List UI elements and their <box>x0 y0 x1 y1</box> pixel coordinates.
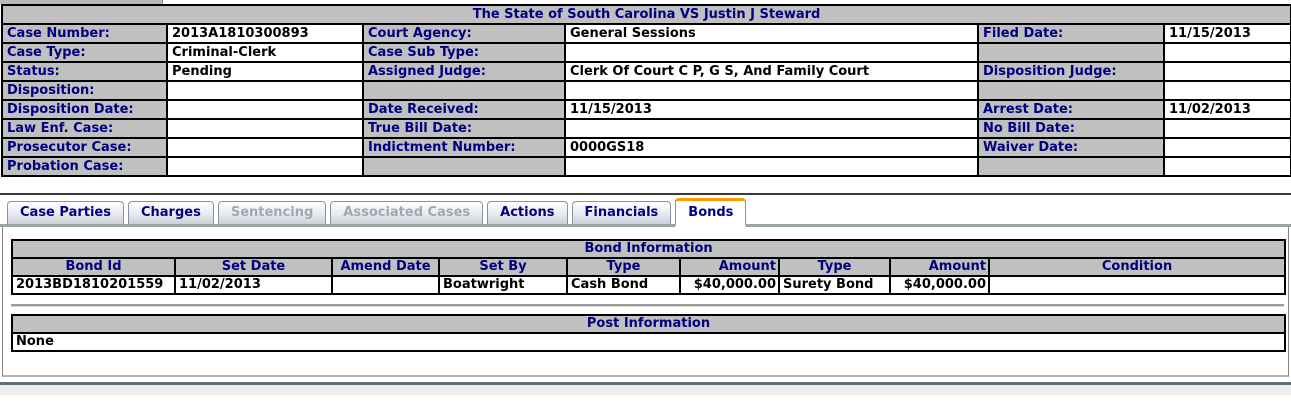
bond-table-header-row: Bond Id Set Date Amend Date Set By Type … <box>11 257 1287 277</box>
column-header: Amount <box>889 257 990 277</box>
tab-actions[interactable]: Actions <box>487 201 568 224</box>
bond-amount-cell: $40,000.00 <box>889 275 990 295</box>
bond-information-title: Bond Information <box>10 239 1287 259</box>
tab-associated-cases: Associated Cases <box>330 201 484 224</box>
field-label: Filed Date: <box>977 23 1165 44</box>
column-header: Condition <box>987 257 1287 277</box>
amend-date-cell <box>331 275 440 295</box>
page-title: The State of South Carolina VS Justin J … <box>0 4 1291 25</box>
column-header: Amount <box>679 257 780 277</box>
tab-financials[interactable]: Financials <box>571 201 672 224</box>
field-label: Disposition Date: <box>1 99 168 120</box>
field-label: Disposition Judge: <box>977 61 1165 82</box>
field-label <box>362 80 566 101</box>
bond-information-table: Bond Information Bond Id Set Date Amend … <box>10 239 1287 295</box>
post-information-title: Post Information <box>11 314 1286 334</box>
field-value: 11/15/2013 <box>1162 23 1291 44</box>
section-divider-line <box>0 193 1291 195</box>
field-value <box>166 99 364 120</box>
field-value <box>1162 137 1291 158</box>
field-label <box>362 156 566 177</box>
field-label: Case Type: <box>1 42 168 63</box>
column-header: Amend Date <box>331 257 440 277</box>
bond-type-cell: Cash Bond <box>566 275 681 295</box>
page-bottom-gap <box>0 377 1291 382</box>
field-label: Arrest Date: <box>977 99 1165 120</box>
field-value <box>1162 156 1291 177</box>
field-value <box>564 42 979 63</box>
field-value <box>1162 42 1291 63</box>
field-value <box>166 156 364 177</box>
condition-cell <box>987 275 1287 295</box>
field-label <box>977 156 1165 177</box>
field-label: Case Number: <box>1 23 168 44</box>
field-label: Case Sub Type: <box>362 42 566 63</box>
column-header: Type <box>778 257 891 277</box>
field-value <box>564 118 979 139</box>
tab-sentencing: Sentencing <box>217 201 327 224</box>
field-value <box>166 118 364 139</box>
field-label: Law Enf. Case: <box>1 118 168 139</box>
field-label: Probation Case: <box>1 156 168 177</box>
field-value <box>1162 61 1291 82</box>
column-header: Set Date <box>174 257 333 277</box>
tab-charges[interactable]: Charges <box>127 201 214 224</box>
field-value: 11/02/2013 <box>1162 99 1291 120</box>
bond-table-row: 2013BD1810201559 11/02/2013 Boatwright C… <box>11 275 1287 295</box>
field-label: Date Received: <box>362 99 566 120</box>
table-divider-rule <box>11 304 1284 306</box>
field-label <box>977 42 1165 63</box>
field-value <box>166 137 364 158</box>
column-header: Type <box>566 257 681 277</box>
post-value-cell: None <box>11 332 1286 352</box>
field-value <box>1162 80 1291 101</box>
field-label: Disposition: <box>1 80 168 101</box>
field-value: 0000GS18 <box>564 137 979 158</box>
field-value: Criminal-Clerk <box>166 42 364 63</box>
set-by-cell: Boatwright <box>438 275 568 295</box>
page-bottom-area <box>0 385 1291 395</box>
field-label: Assigned Judge: <box>362 61 566 82</box>
field-label: True Bill Date: <box>362 118 566 139</box>
set-date-cell: 11/02/2013 <box>174 275 333 295</box>
bond-id-cell: 2013BD1810201559 <box>11 275 176 295</box>
field-label: Prosecutor Case: <box>1 137 168 158</box>
tab-strip: Case Parties Charges Sentencing Associat… <box>0 198 1291 227</box>
tab-bonds[interactable]: Bonds <box>675 198 747 227</box>
window-tab-fragment <box>0 0 163 4</box>
field-value <box>1162 118 1291 139</box>
field-label: Indictment Number: <box>362 137 566 158</box>
field-value: Clerk Of Court C P, G S, And Family Cour… <box>564 61 979 82</box>
field-value: General Sessions <box>564 23 979 44</box>
bond-type-cell: Surety Bond <box>778 275 891 295</box>
field-label <box>977 80 1165 101</box>
field-value <box>564 80 979 101</box>
column-header: Set By <box>438 257 568 277</box>
field-label: No Bill Date: <box>977 118 1165 139</box>
field-value: 2013A1810300893 <box>166 23 364 44</box>
post-information-table: Post Information None <box>11 314 1286 352</box>
field-label: Court Agency: <box>362 23 566 44</box>
field-label: Status: <box>1 61 168 82</box>
field-value: 11/15/2013 <box>564 99 979 120</box>
field-value: Pending <box>166 61 364 82</box>
case-info-table: The State of South Carolina VS Justin J … <box>0 4 1291 177</box>
field-label: Waiver Date: <box>977 137 1165 158</box>
field-value <box>166 80 364 101</box>
post-table-row: None <box>11 332 1286 352</box>
field-value <box>564 156 979 177</box>
bonds-tab-panel: Bond Information Bond Id Set Date Amend … <box>2 227 1289 377</box>
bond-amount-cell: $40,000.00 <box>679 275 780 295</box>
tab-case-parties[interactable]: Case Parties <box>7 201 124 224</box>
page-bottom-border <box>0 382 1291 385</box>
column-header: Bond Id <box>11 257 176 277</box>
